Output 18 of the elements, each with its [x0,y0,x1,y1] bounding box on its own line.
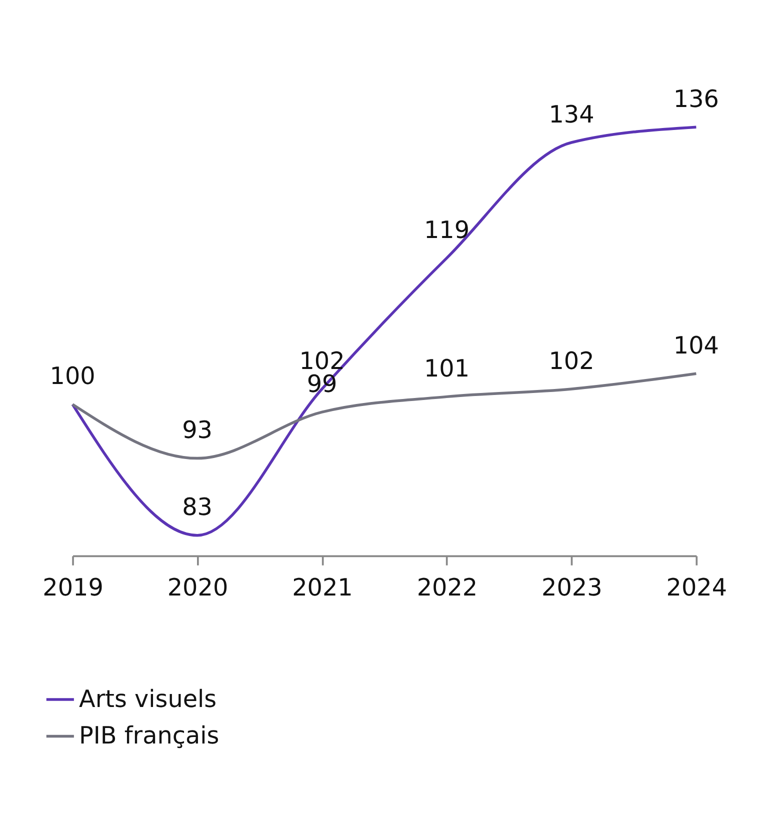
data-label: 136 [673,84,719,113]
x-tick-label: 2022 [416,574,478,602]
data-label: 100 [50,362,96,390]
x-tick-label: 2019 [42,574,104,602]
data-label: 102 [548,346,594,375]
x-tick-label: 2024 [666,574,728,602]
x-tick-label: 2020 [167,574,228,602]
data-label: 104 [673,331,719,360]
data-label: 102 [299,346,345,375]
legend-label: Arts visuels [78,684,217,713]
data-label: 101 [424,354,470,382]
data-label: 83 [182,493,212,522]
data-label: 119 [424,216,470,244]
legend-label: PIB français [78,722,220,750]
data-label: 134 [548,100,594,128]
x-tick-label: 2023 [542,574,602,602]
data-label: 93 [182,416,212,444]
x-tick-label: 2021 [292,574,353,602]
